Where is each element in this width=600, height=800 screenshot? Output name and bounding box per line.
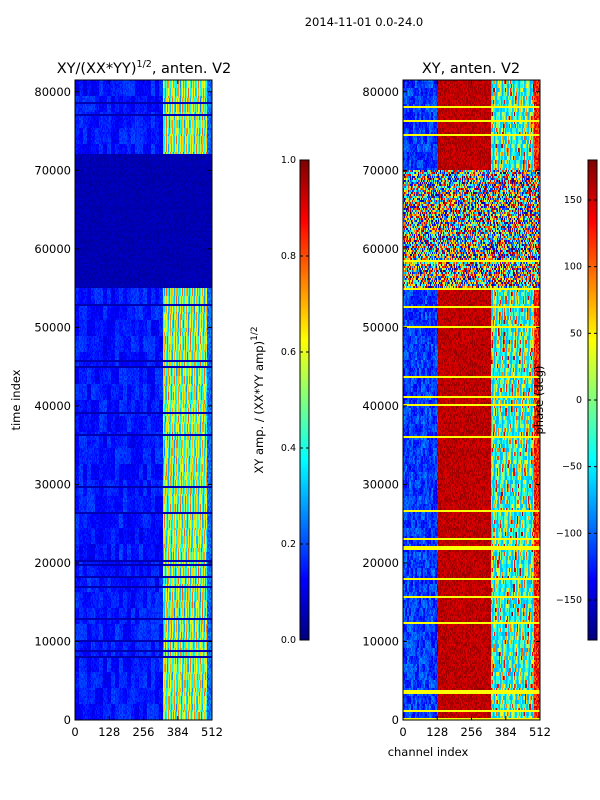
x-tick-label-0-4: 512 bbox=[201, 725, 223, 739]
heatmap-phase bbox=[403, 80, 540, 720]
heatmap-amplitude bbox=[75, 80, 212, 720]
y-tick-label-1-0: 0 bbox=[392, 713, 399, 727]
y-tick-label-0-3: 30000 bbox=[34, 477, 71, 491]
y-tick-label-1-1: 10000 bbox=[362, 634, 399, 648]
y-tick-label-1-5: 50000 bbox=[362, 320, 399, 334]
x-tick-label-1-1: 128 bbox=[426, 725, 448, 739]
cb-tick-label-0-4: 0.8 bbox=[281, 251, 296, 262]
y-tick-label-0-1: 10000 bbox=[34, 634, 71, 648]
left-title-exp: 1/2 bbox=[137, 59, 152, 70]
figure-suptitle: 2014-11-01 0.0-24.0 bbox=[305, 15, 424, 29]
cb1-label-main: XY amp. / (XX*YY amp) bbox=[252, 341, 266, 474]
right-plot-title: XY, anten. V2 bbox=[422, 61, 520, 77]
left-y-axis-label: time index bbox=[9, 369, 23, 430]
x-tick-label-0-3: 384 bbox=[167, 725, 189, 739]
y-tick-label-1-4: 40000 bbox=[362, 399, 399, 413]
x-tick-label-1-3: 384 bbox=[495, 725, 517, 739]
y-tick-label-0-6: 60000 bbox=[34, 242, 71, 256]
left-title-main: XY/(XX*YY) bbox=[57, 61, 137, 77]
cb1-label-exp: 1/2 bbox=[250, 326, 260, 340]
y-tick-label-0-5: 50000 bbox=[34, 320, 71, 334]
cb-tick-label-1-2: −50 bbox=[562, 462, 582, 473]
cb-tick-label-1-4: 50 bbox=[570, 328, 582, 339]
colorbar-amplitude bbox=[300, 160, 309, 640]
cb-tick-label-1-3: 0 bbox=[576, 395, 582, 406]
y-tick-label-0-8: 80000 bbox=[34, 85, 71, 99]
cb-tick-label-0-0: 0.0 bbox=[281, 635, 296, 646]
x-tick-label-0-0: 0 bbox=[71, 725, 78, 739]
y-tick-label-1-8: 80000 bbox=[362, 85, 399, 99]
cb-tick-label-1-6: 150 bbox=[564, 195, 582, 206]
y-tick-label-0-2: 20000 bbox=[34, 556, 71, 570]
colorbar-frame-0 bbox=[299, 159, 310, 641]
left-title-tail: , anten. V2 bbox=[152, 61, 231, 77]
x-tick-label-1-0: 0 bbox=[399, 725, 406, 739]
plot-frame-0 bbox=[74, 79, 213, 721]
cb-tick-label-0-5: 1.0 bbox=[281, 155, 296, 166]
y-tick-label-1-2: 20000 bbox=[362, 556, 399, 570]
y-tick-label-0-4: 40000 bbox=[34, 399, 71, 413]
plot-frame-1 bbox=[402, 79, 541, 721]
x-tick-label-1-4: 512 bbox=[529, 725, 551, 739]
colorbar-phase bbox=[588, 160, 597, 640]
y-tick-label-1-6: 60000 bbox=[362, 242, 399, 256]
colorbar-amplitude-label: XY amp. / (XX*YY amp)1/2 bbox=[250, 326, 266, 473]
x-tick-label-0-2: 256 bbox=[133, 725, 155, 739]
right-x-axis-label: channel index bbox=[388, 745, 469, 759]
y-tick-label-0-7: 70000 bbox=[34, 163, 71, 177]
y-tick-label-1-3: 30000 bbox=[362, 477, 399, 491]
cb-tick-label-1-1: −100 bbox=[556, 528, 582, 539]
left-plot-title: XY/(XX*YY)1/2, anten. V2 bbox=[57, 59, 232, 77]
cb-tick-label-1-5: 100 bbox=[564, 262, 582, 273]
colorbar-phase-label: phase (deg) bbox=[532, 365, 546, 434]
cb-tick-label-0-1: 0.2 bbox=[281, 539, 296, 550]
x-tick-label-0-1: 128 bbox=[98, 725, 120, 739]
cb-tick-label-1-0: −150 bbox=[556, 595, 582, 606]
ticks-layer: 0 128 256 384 512010000200003000040000500006… bbox=[34, 79, 598, 739]
cb-tick-label-0-3: 0.6 bbox=[281, 347, 296, 358]
cb-tick-label-0-2: 0.4 bbox=[281, 443, 296, 454]
y-tick-label-0-0: 0 bbox=[64, 713, 71, 727]
y-tick-label-1-7: 70000 bbox=[362, 163, 399, 177]
x-tick-label-1-2: 256 bbox=[461, 725, 483, 739]
